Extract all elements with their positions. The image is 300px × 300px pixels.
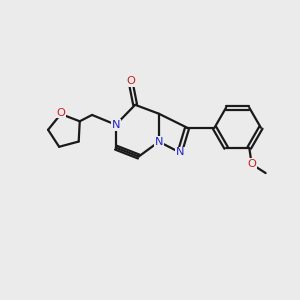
Text: O: O bbox=[126, 76, 135, 86]
Text: N: N bbox=[112, 120, 120, 130]
Text: O: O bbox=[56, 107, 65, 118]
Text: N: N bbox=[176, 147, 184, 158]
Text: O: O bbox=[247, 159, 256, 169]
Text: N: N bbox=[155, 137, 163, 147]
